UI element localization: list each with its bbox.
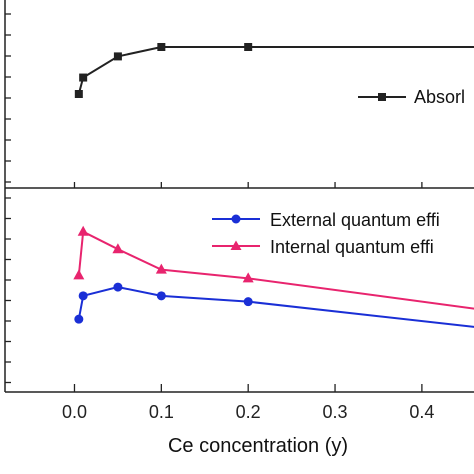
data-point — [155, 263, 167, 274]
data-point — [157, 43, 166, 51]
data-point — [77, 225, 89, 236]
data-point — [113, 52, 122, 61]
x-tick-label: 0.2 — [236, 402, 261, 422]
legend-external-qe: External quantum effi — [212, 210, 440, 230]
data-point — [243, 297, 253, 307]
series-line — [77, 230, 474, 310]
axis-ticks: 0.0 0.1 0.2 0.3 0.4 — [5, 13, 434, 422]
data-point — [113, 282, 123, 292]
data-point — [73, 269, 85, 280]
data-point — [74, 314, 84, 324]
series-line — [77, 286, 474, 328]
data-point — [79, 73, 88, 82]
legend-external-qe-label: External quantum effi — [270, 210, 440, 230]
legend-internal-qe: Internal quantum effi — [212, 237, 434, 257]
x-axis-title: Ce concentration (y) — [168, 435, 348, 457]
data-point — [242, 272, 254, 283]
legend-internal-qe-marker — [230, 240, 242, 250]
data-point — [244, 43, 253, 51]
x-tick-label: 0.4 — [409, 402, 434, 422]
data-point — [74, 90, 83, 98]
x-tick-label: 0.3 — [323, 402, 348, 422]
data-point — [78, 291, 88, 301]
plot-series — [73, 43, 474, 328]
data-point — [112, 243, 124, 254]
legend-absorption-marker — [378, 93, 386, 101]
x-tick-label: 0.1 — [149, 402, 174, 422]
legend-internal-qe-label: Internal quantum effi — [270, 237, 434, 257]
legend-absorption: Absorl — [358, 87, 465, 107]
data-point — [156, 291, 166, 301]
legend-absorption-label: Absorl — [414, 87, 465, 107]
legend-external-qe-marker — [231, 214, 241, 224]
x-tick-label: 0.0 — [62, 402, 87, 422]
